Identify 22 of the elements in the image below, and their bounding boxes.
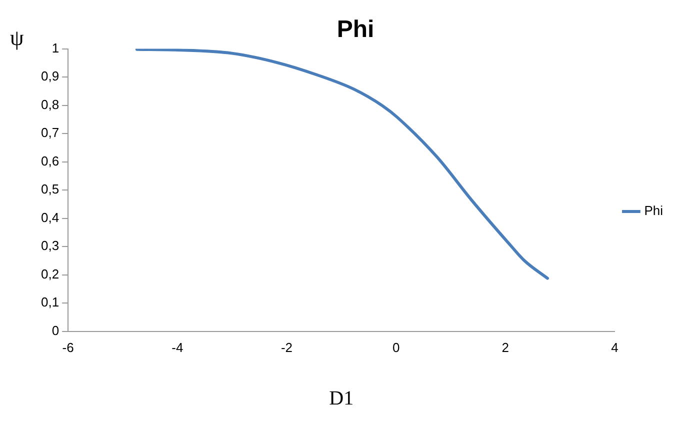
y-tick-label: 0,2 [40, 266, 60, 282]
x-tick-label: 2 [502, 340, 509, 355]
x-tick-label: -2 [280, 340, 293, 355]
y-tick-label: 1 [52, 40, 60, 56]
legend-label: Phi [644, 203, 664, 218]
x-tick-label: -4 [172, 340, 184, 355]
line-series [135, 48, 549, 280]
y-tick-label: 0,7 [40, 125, 60, 140]
y-tick-label: 0,9 [40, 68, 60, 84]
y-tick-label: 0,6 [40, 153, 60, 168]
x-axis-title: D1 [329, 387, 354, 410]
y-tick-label: 0,5 [40, 182, 60, 197]
y-tick-label: 0,1 [40, 294, 60, 310]
x-tick-label: 0 [392, 340, 400, 355]
y-tick-label: 0,8 [40, 96, 60, 112]
y-axis-title: ψ [10, 24, 24, 50]
x-tick-label: 4 [611, 340, 618, 355]
y-tick-label: 0 [52, 322, 60, 338]
y-tick-label: 0,3 [40, 238, 60, 254]
y-tick-label: 0,4 [40, 210, 60, 225]
chart-title: Phi [336, 16, 374, 44]
x-tick-label: -6 [62, 340, 74, 355]
